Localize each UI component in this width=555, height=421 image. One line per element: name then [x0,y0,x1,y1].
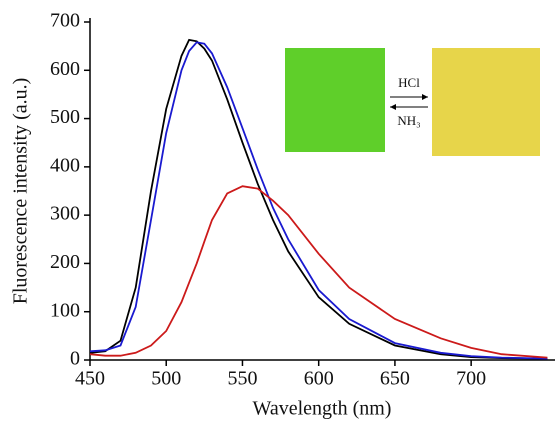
x-tick-label: 500 [151,368,181,390]
yellow-sample [432,48,540,156]
annotation: HCl [398,75,420,90]
x-tick-label: 700 [456,368,486,390]
x-axis-label: Wavelength (nm) [253,398,392,420]
arrow-head [422,94,428,100]
x-tick-label: 650 [380,368,410,390]
series-line [89,185,548,359]
y-tick-label: 300 [50,203,80,225]
x-tick-label: 450 [75,368,105,390]
y-tick-label: 100 [50,299,80,321]
y-tick-label: 400 [50,154,80,176]
y-tick-label: 600 [50,58,80,80]
annotation: NH₃ [397,113,420,128]
arrow-head [390,104,396,110]
x-tick-label: 600 [304,368,334,390]
green-sample [285,48,385,152]
y-tick-label: 200 [50,251,80,273]
y-tick-label: 0 [70,348,80,370]
y-tick-label: 700 [50,10,80,32]
inset: HCl NH₃ [285,48,540,156]
series-line [89,41,548,360]
y-tick-label: 500 [50,106,80,128]
y-axis-label: Fluorescence intensity (a.u.) [10,78,32,305]
x-tick-label: 550 [227,368,257,390]
series-line [89,38,548,360]
